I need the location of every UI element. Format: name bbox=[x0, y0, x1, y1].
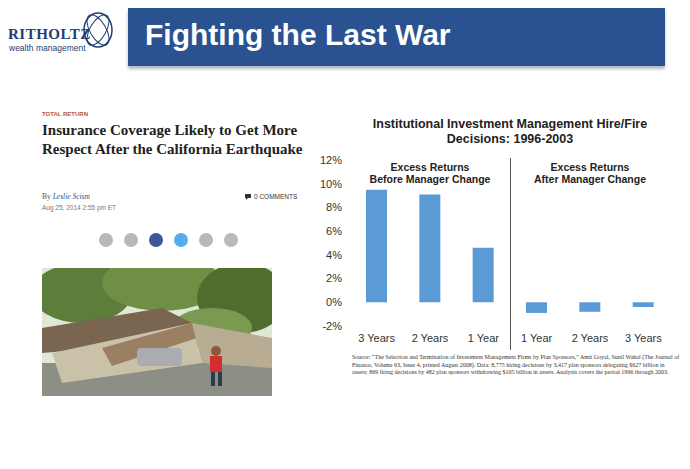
html-text:Before Manager Change: Before Manager Change bbox=[369, 173, 491, 185]
svg-text:12%: 12% bbox=[320, 154, 342, 166]
html-text:After Manager Change: After Manager Change bbox=[534, 173, 646, 185]
svg-text:3 Years: 3 Years bbox=[625, 332, 662, 344]
html-text:RITHOLTZ: RITHOLTZ bbox=[8, 26, 91, 42]
svg-text:8%: 8% bbox=[326, 201, 342, 213]
svg-text:0%: 0% bbox=[326, 296, 342, 308]
svg-text:10%: 10% bbox=[320, 178, 342, 190]
html-text:TOTAL RETURN: TOTAL RETURN bbox=[42, 111, 88, 117]
html-text:Excess Returns: Excess Returns bbox=[550, 161, 630, 173]
html-text:Aug 25, 2014 2:55 pm ET: Aug 25, 2014 2:55 pm ET bbox=[42, 204, 117, 211]
html-text:Insurance Coverage Likely to G: Insurance Coverage Likely to Get More Re… bbox=[42, 122, 303, 157]
svg-text:3 Years: 3 Years bbox=[358, 332, 395, 344]
svg-text:4%: 4% bbox=[326, 249, 342, 261]
html-text:Institutional Investment Manag: Institutional Investment Management Hire… bbox=[372, 117, 648, 146]
html-text:Fighting the Last War: Fighting the Last War bbox=[145, 18, 451, 51]
svg-text:-2%: -2% bbox=[322, 320, 342, 332]
svg-text:1 Year: 1 Year bbox=[468, 332, 500, 344]
html-text:wealth management: wealth management bbox=[9, 43, 86, 53]
svg-text:6%: 6% bbox=[326, 225, 342, 237]
html-text:0 COMMENTS: 0 COMMENTS bbox=[254, 193, 298, 200]
svg-text:2 Years: 2 Years bbox=[572, 332, 609, 344]
svg-text:2 Years: 2 Years bbox=[412, 332, 449, 344]
html-text:Source: “The Selection and Ter: Source: “The Selection and Termination o… bbox=[352, 354, 680, 375]
html-text:Excess Returns: Excess Returns bbox=[390, 161, 470, 173]
svg-text:2%: 2% bbox=[326, 272, 342, 284]
svg-text:1 Year: 1 Year bbox=[521, 332, 553, 344]
html-text:By Leslie Scism: By Leslie Scism bbox=[42, 192, 90, 201]
